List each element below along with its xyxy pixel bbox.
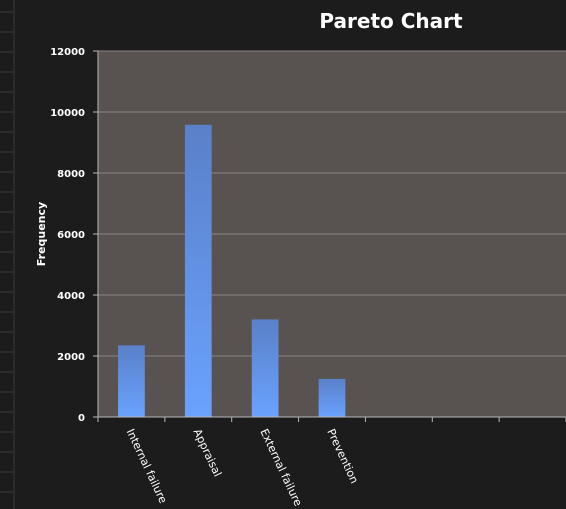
y-tick-label: 2000: [57, 352, 85, 363]
y-axis-ticks: 0 2000 4000 6000 8000 10000 12000: [50, 47, 98, 424]
y-tick-label: 6000: [57, 230, 85, 241]
chart-title: Pareto Chart: [319, 9, 463, 33]
left-edge-strip: [0, 0, 15, 509]
gridlines: [98, 50, 566, 357]
x-axis-labels: Internal failure Appraisal External failur…: [124, 427, 361, 509]
bar: [318, 378, 346, 417]
x-tick-label: Internal failure: [124, 427, 170, 506]
y-axis-label: Frequency: [35, 202, 48, 266]
axes: [97, 51, 566, 422]
x-tick-label: External failure: [257, 427, 304, 509]
y-tick-label: 8000: [57, 169, 85, 180]
y-tick-label: 4000: [57, 291, 85, 302]
y-tick-label: 12000: [50, 47, 85, 58]
x-tick-label: Appraisal: [191, 427, 224, 479]
bar: [118, 345, 145, 417]
x-tick-label: Prevention: [324, 427, 361, 486]
bar: [251, 319, 279, 417]
bar: [184, 124, 212, 417]
bars: [118, 124, 346, 417]
y-tick-label: 0: [78, 413, 85, 424]
y-tick-label: 10000: [50, 108, 85, 119]
